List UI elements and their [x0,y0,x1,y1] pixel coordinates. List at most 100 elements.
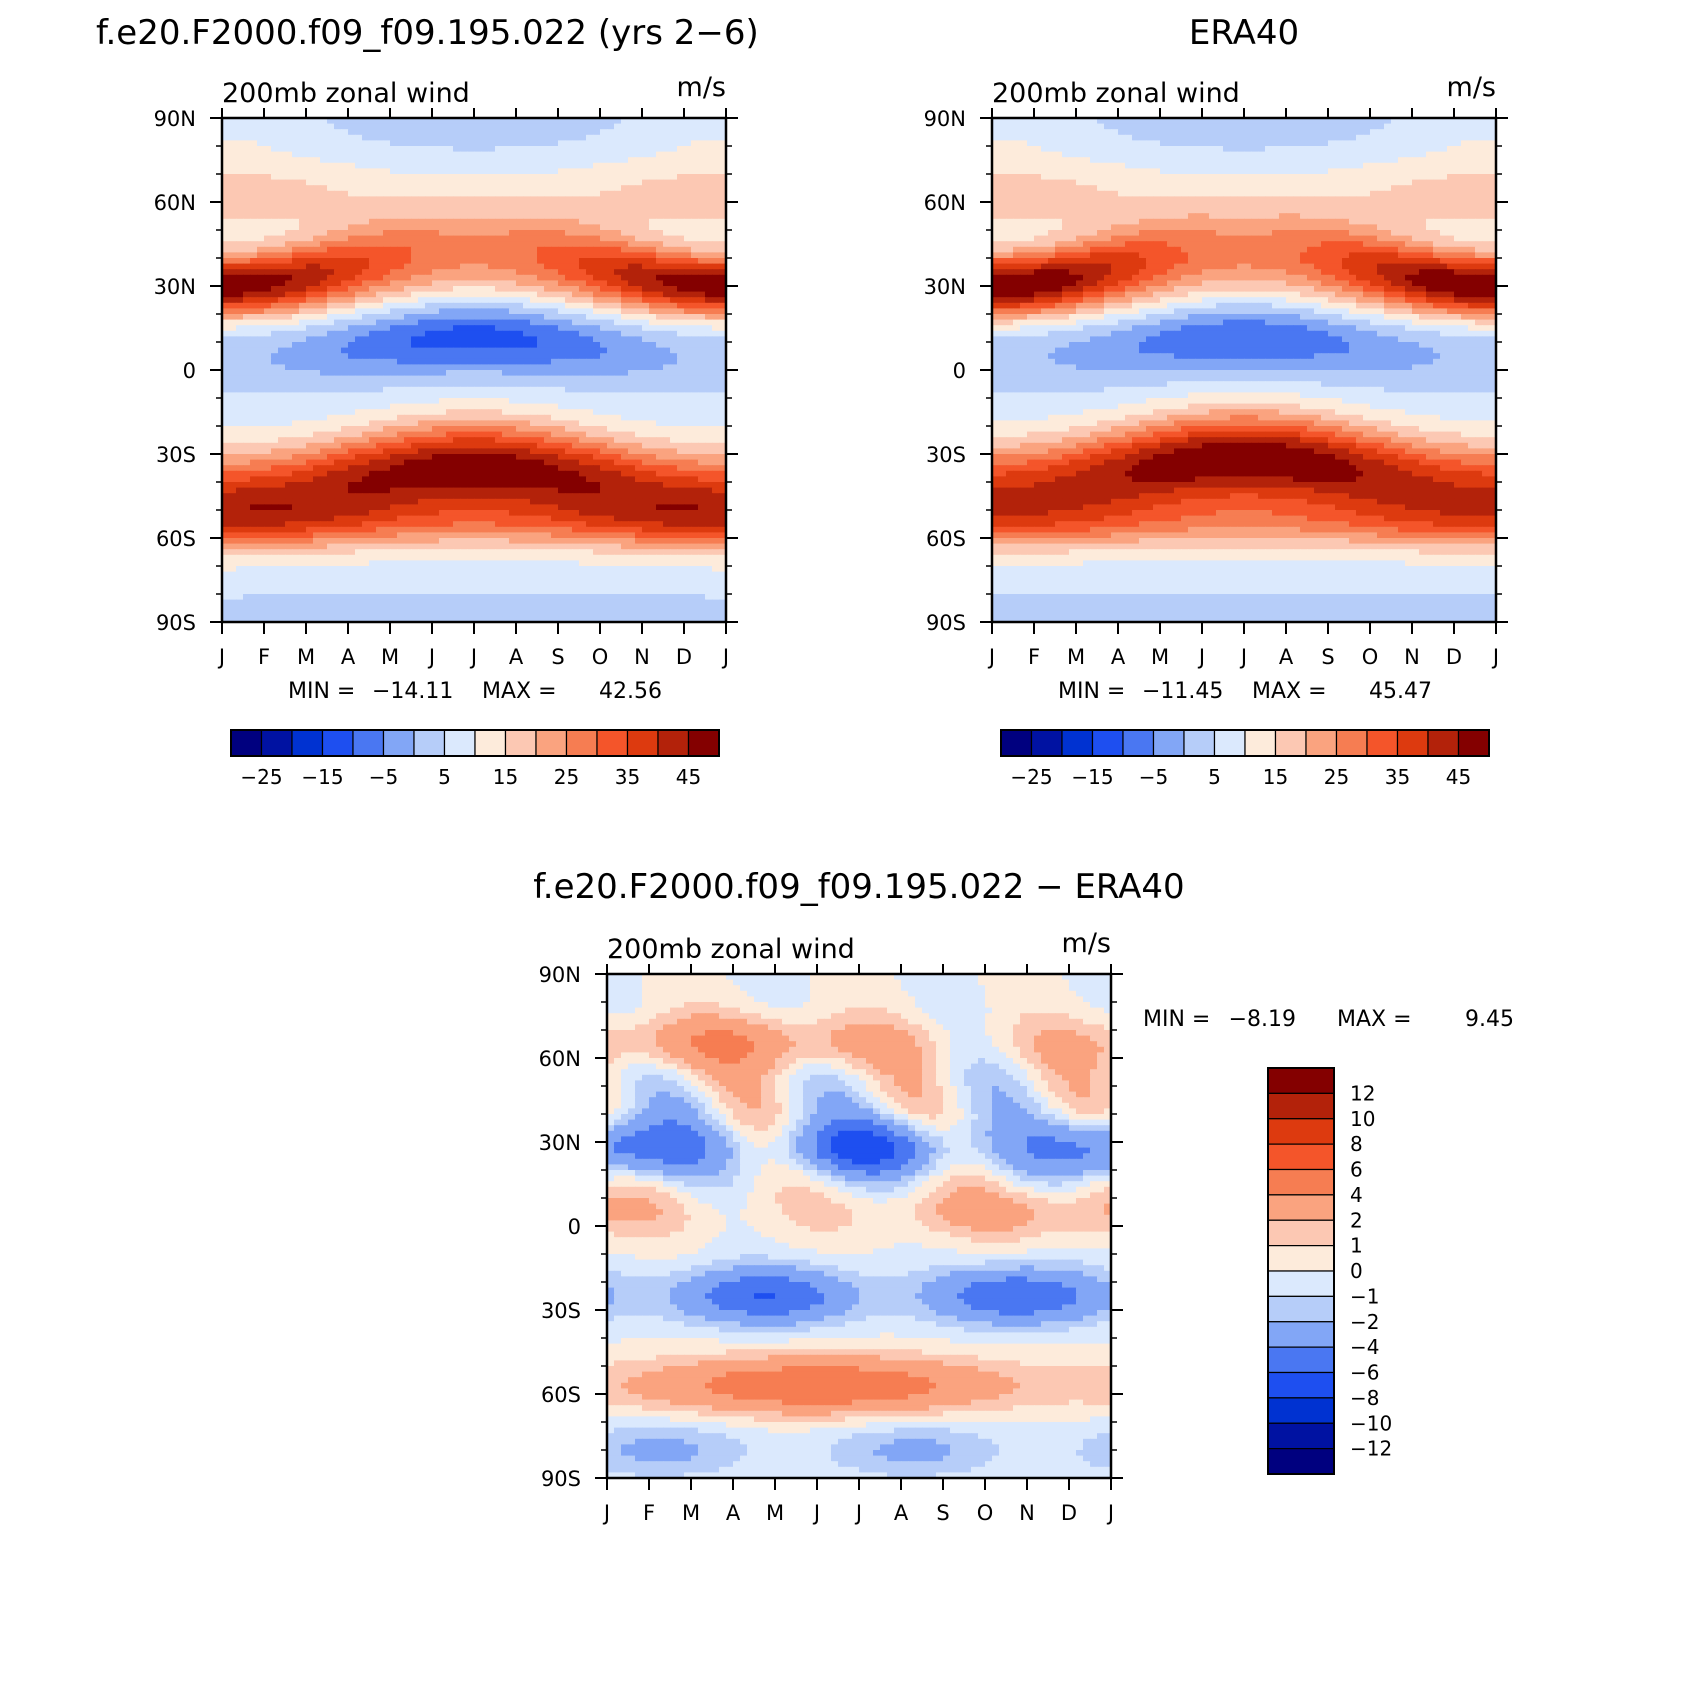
contour-cell [383,420,391,427]
contour-cell [222,280,230,287]
contour-cell [327,370,335,377]
contour-cell [236,325,244,332]
contour-cell [537,353,545,360]
contour-cell [376,179,384,186]
contour-cell [523,207,531,214]
contour-cell [229,185,237,192]
contour-cell [306,123,314,130]
contour-cell [530,190,538,197]
contour-cell [579,202,587,209]
contour-cell [565,353,573,360]
contour-cell [320,269,328,276]
contour-cell [516,162,524,169]
contour-cell [698,398,706,405]
contour-cell [243,218,251,225]
contour-cell [397,504,405,511]
contour-cell [348,319,356,326]
contour-cell [719,414,726,421]
contour-cell [516,280,524,287]
contour-cell [488,280,496,287]
contour-cell [691,336,699,343]
contour-cell [348,392,356,399]
contour-cell [628,235,636,242]
contour-cell [460,274,468,281]
contour-cell [698,146,706,153]
contour-cell [607,134,615,141]
contour-cell [439,140,447,147]
contour-cell [488,129,496,136]
contour-cell [320,459,328,466]
contour-cell [390,319,398,326]
contour-cell [537,459,545,466]
contour-cell [299,470,307,477]
contour-cell [705,235,713,242]
contour-cell [474,118,482,125]
contour-cell [677,442,685,449]
contour-cell [593,207,601,214]
contour-cell [292,381,300,388]
contour-cell [306,286,314,293]
contour-cell [600,224,608,231]
contour-cell [278,168,286,175]
contour-cell [411,235,419,242]
contour-cell [684,185,692,192]
contour-cell [649,325,657,332]
contour-cell [502,235,510,242]
contour-cell [250,302,258,309]
contour-cell [544,358,552,365]
contour-cell [649,386,657,393]
contour-cell [593,465,601,472]
contour-cell [670,353,678,360]
contour-cell [628,168,636,175]
contour-cell [292,442,300,449]
contour-cell [229,370,237,377]
contour-cell [383,493,391,500]
contour-cell [656,482,664,489]
contour-cell [488,291,496,298]
contour-cell [467,213,475,220]
contour-cell [656,146,664,153]
contour-cell [670,134,678,141]
contour-cell [670,437,678,444]
contour-cell [544,129,552,136]
contour-cell [278,482,286,489]
contour-cell [719,297,726,304]
contour-cell [677,403,685,410]
contour-cell [383,258,391,265]
contour-cell [271,504,279,511]
contour-cell [320,308,328,315]
contour-cell [614,398,622,405]
contour-cell [320,151,328,158]
contour-cell [250,504,258,511]
contour-cell [271,493,279,500]
contour-cell [474,414,482,421]
contour-cell [565,280,573,287]
contour-cell [502,325,510,332]
contour-cell [649,263,657,270]
contour-cell [453,493,461,500]
contour-cell [621,364,629,371]
contour-cell [250,280,258,287]
contour-cell [579,185,587,192]
contour-cell [677,498,685,505]
contour-cell [285,274,293,281]
contour-cell [614,353,622,360]
contour-cell [369,129,377,136]
contour-field [222,118,726,622]
contour-cell [432,118,440,125]
contour-cell [418,381,426,388]
contour-cell [257,274,265,281]
contour-cell [369,258,377,265]
contour-cell [551,459,559,466]
contour-cell [481,498,489,505]
contour-cell [271,314,279,321]
contour-cell [453,140,461,147]
contour-cell [502,364,510,371]
contour-cell [614,129,622,136]
contour-cell [222,325,230,332]
contour-cell [691,168,699,175]
contour-cell [586,448,594,455]
contour-cell [397,123,405,130]
contour-cell [383,482,391,489]
contour-cell [516,179,524,186]
